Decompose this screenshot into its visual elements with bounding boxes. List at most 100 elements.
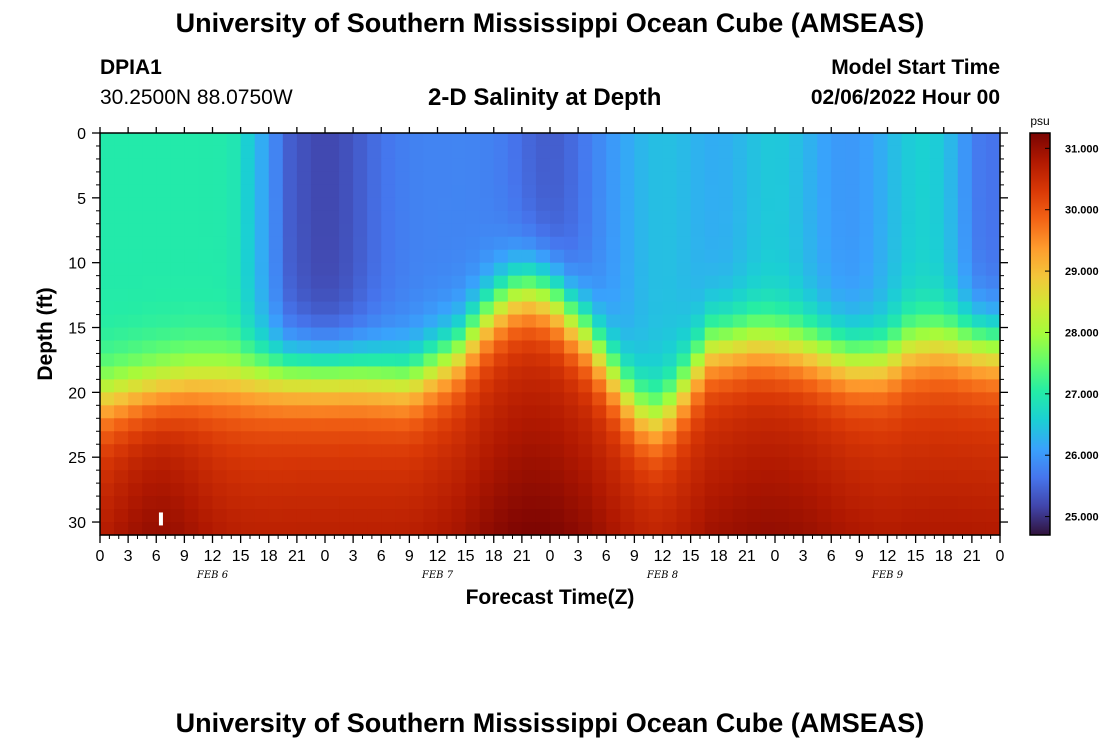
heatmap-cell <box>142 509 157 523</box>
heatmap-cell <box>718 184 734 199</box>
heatmap-cell <box>156 197 171 212</box>
x-tick-label: 3 <box>574 548 583 565</box>
heatmap-cell <box>929 431 945 445</box>
heatmap-cell <box>310 366 326 380</box>
heatmap-cell <box>859 133 875 147</box>
heatmap-cell <box>282 405 298 419</box>
heatmap-cell <box>578 496 593 510</box>
heatmap-cell <box>620 457 635 471</box>
heatmap-cell <box>803 470 818 484</box>
heatmap-cell <box>732 379 748 393</box>
heatmap-cell <box>592 145 607 160</box>
heatmap-cell <box>606 340 621 355</box>
heatmap-cell <box>437 288 453 303</box>
heatmap-cell <box>915 392 931 406</box>
heatmap-cell <box>465 171 481 186</box>
heatmap-cell <box>887 470 903 484</box>
heatmap-cell <box>690 457 706 471</box>
heatmap-cell <box>943 483 959 497</box>
heatmap-cell <box>746 457 762 471</box>
heatmap-cell <box>451 340 467 355</box>
heatmap-cell <box>395 275 410 290</box>
heatmap-cell <box>817 171 832 186</box>
heatmap-cell <box>732 444 748 458</box>
heatmap-cell <box>550 496 565 510</box>
heatmap-cell <box>831 366 846 380</box>
heatmap-cell <box>100 171 115 186</box>
heatmap-cell <box>100 496 115 510</box>
heatmap-cell <box>550 444 565 458</box>
heatmap-cell <box>451 210 467 225</box>
heatmap-cell <box>859 496 875 510</box>
heatmap-cell <box>100 470 115 484</box>
x-tick-label: 12 <box>204 548 222 565</box>
heatmap-cell <box>662 431 678 445</box>
heatmap-cell <box>240 236 256 251</box>
heatmap-cell <box>367 496 382 510</box>
heatmap-cell <box>648 353 664 368</box>
heatmap-cell <box>662 522 678 536</box>
heatmap-cell <box>395 522 410 536</box>
heatmap-cell <box>507 236 523 251</box>
heatmap-cell <box>957 366 973 380</box>
heatmap-cell <box>718 133 734 147</box>
heatmap-cell <box>268 444 284 458</box>
heatmap-cell <box>929 444 945 458</box>
heatmap-cell <box>381 158 396 173</box>
heatmap-cell <box>817 275 832 290</box>
heatmap-cell <box>353 158 368 173</box>
heatmap-cell <box>226 483 242 497</box>
heatmap-cell <box>887 392 903 406</box>
heatmap-cell <box>156 366 171 380</box>
heatmap-cell <box>564 327 579 342</box>
heatmap-cell <box>339 392 354 406</box>
heatmap-cell <box>240 288 256 303</box>
heatmap-cell <box>493 171 509 186</box>
heatmap-cell <box>620 418 635 432</box>
heatmap-cell <box>493 340 509 355</box>
heatmap-cell <box>620 314 635 329</box>
heatmap-cell <box>620 288 635 303</box>
heatmap-cell <box>887 418 903 432</box>
heatmap-cell <box>437 184 453 199</box>
heatmap-cell <box>760 483 776 497</box>
heatmap-cell <box>128 392 143 406</box>
heatmap-cell <box>296 483 312 497</box>
heatmap-cell <box>564 158 579 173</box>
heatmap-cell <box>451 158 467 173</box>
heatmap-cell <box>789 418 804 432</box>
heatmap-cell <box>296 353 312 368</box>
heatmap-cell <box>957 327 973 342</box>
heatmap-cell <box>381 483 396 497</box>
heatmap-cell <box>156 249 171 264</box>
heatmap-cell <box>282 210 298 225</box>
heatmap-cell <box>620 184 635 199</box>
heatmap-cell <box>240 392 256 406</box>
heatmap-cell <box>156 314 171 329</box>
heatmap-cell <box>465 275 481 290</box>
heatmap-cell <box>395 496 410 510</box>
heatmap-cell <box>929 314 945 329</box>
heatmap-cell <box>128 353 143 368</box>
heatmap-cell <box>409 431 425 445</box>
heatmap-cell <box>240 509 256 523</box>
heatmap-cell <box>170 184 185 199</box>
heatmap-cell <box>212 275 228 290</box>
x-tick-label: 12 <box>654 548 672 565</box>
heatmap-cell <box>254 145 270 160</box>
heatmap-cell <box>550 158 565 173</box>
heatmap-cell <box>100 353 115 368</box>
heatmap-cell <box>465 301 481 316</box>
heatmap-cell <box>198 197 214 212</box>
heatmap-cell <box>437 444 453 458</box>
heatmap-cell <box>296 457 312 471</box>
heatmap-cell <box>268 379 284 393</box>
heatmap-cell <box>114 314 129 329</box>
heatmap-cell <box>423 405 439 419</box>
heatmap-cell <box>775 340 790 355</box>
heatmap-cell <box>775 418 790 432</box>
heatmap-cell <box>901 288 917 303</box>
heatmap-cell <box>367 418 382 432</box>
heatmap-cell <box>845 288 860 303</box>
heatmap-cell <box>310 340 326 355</box>
